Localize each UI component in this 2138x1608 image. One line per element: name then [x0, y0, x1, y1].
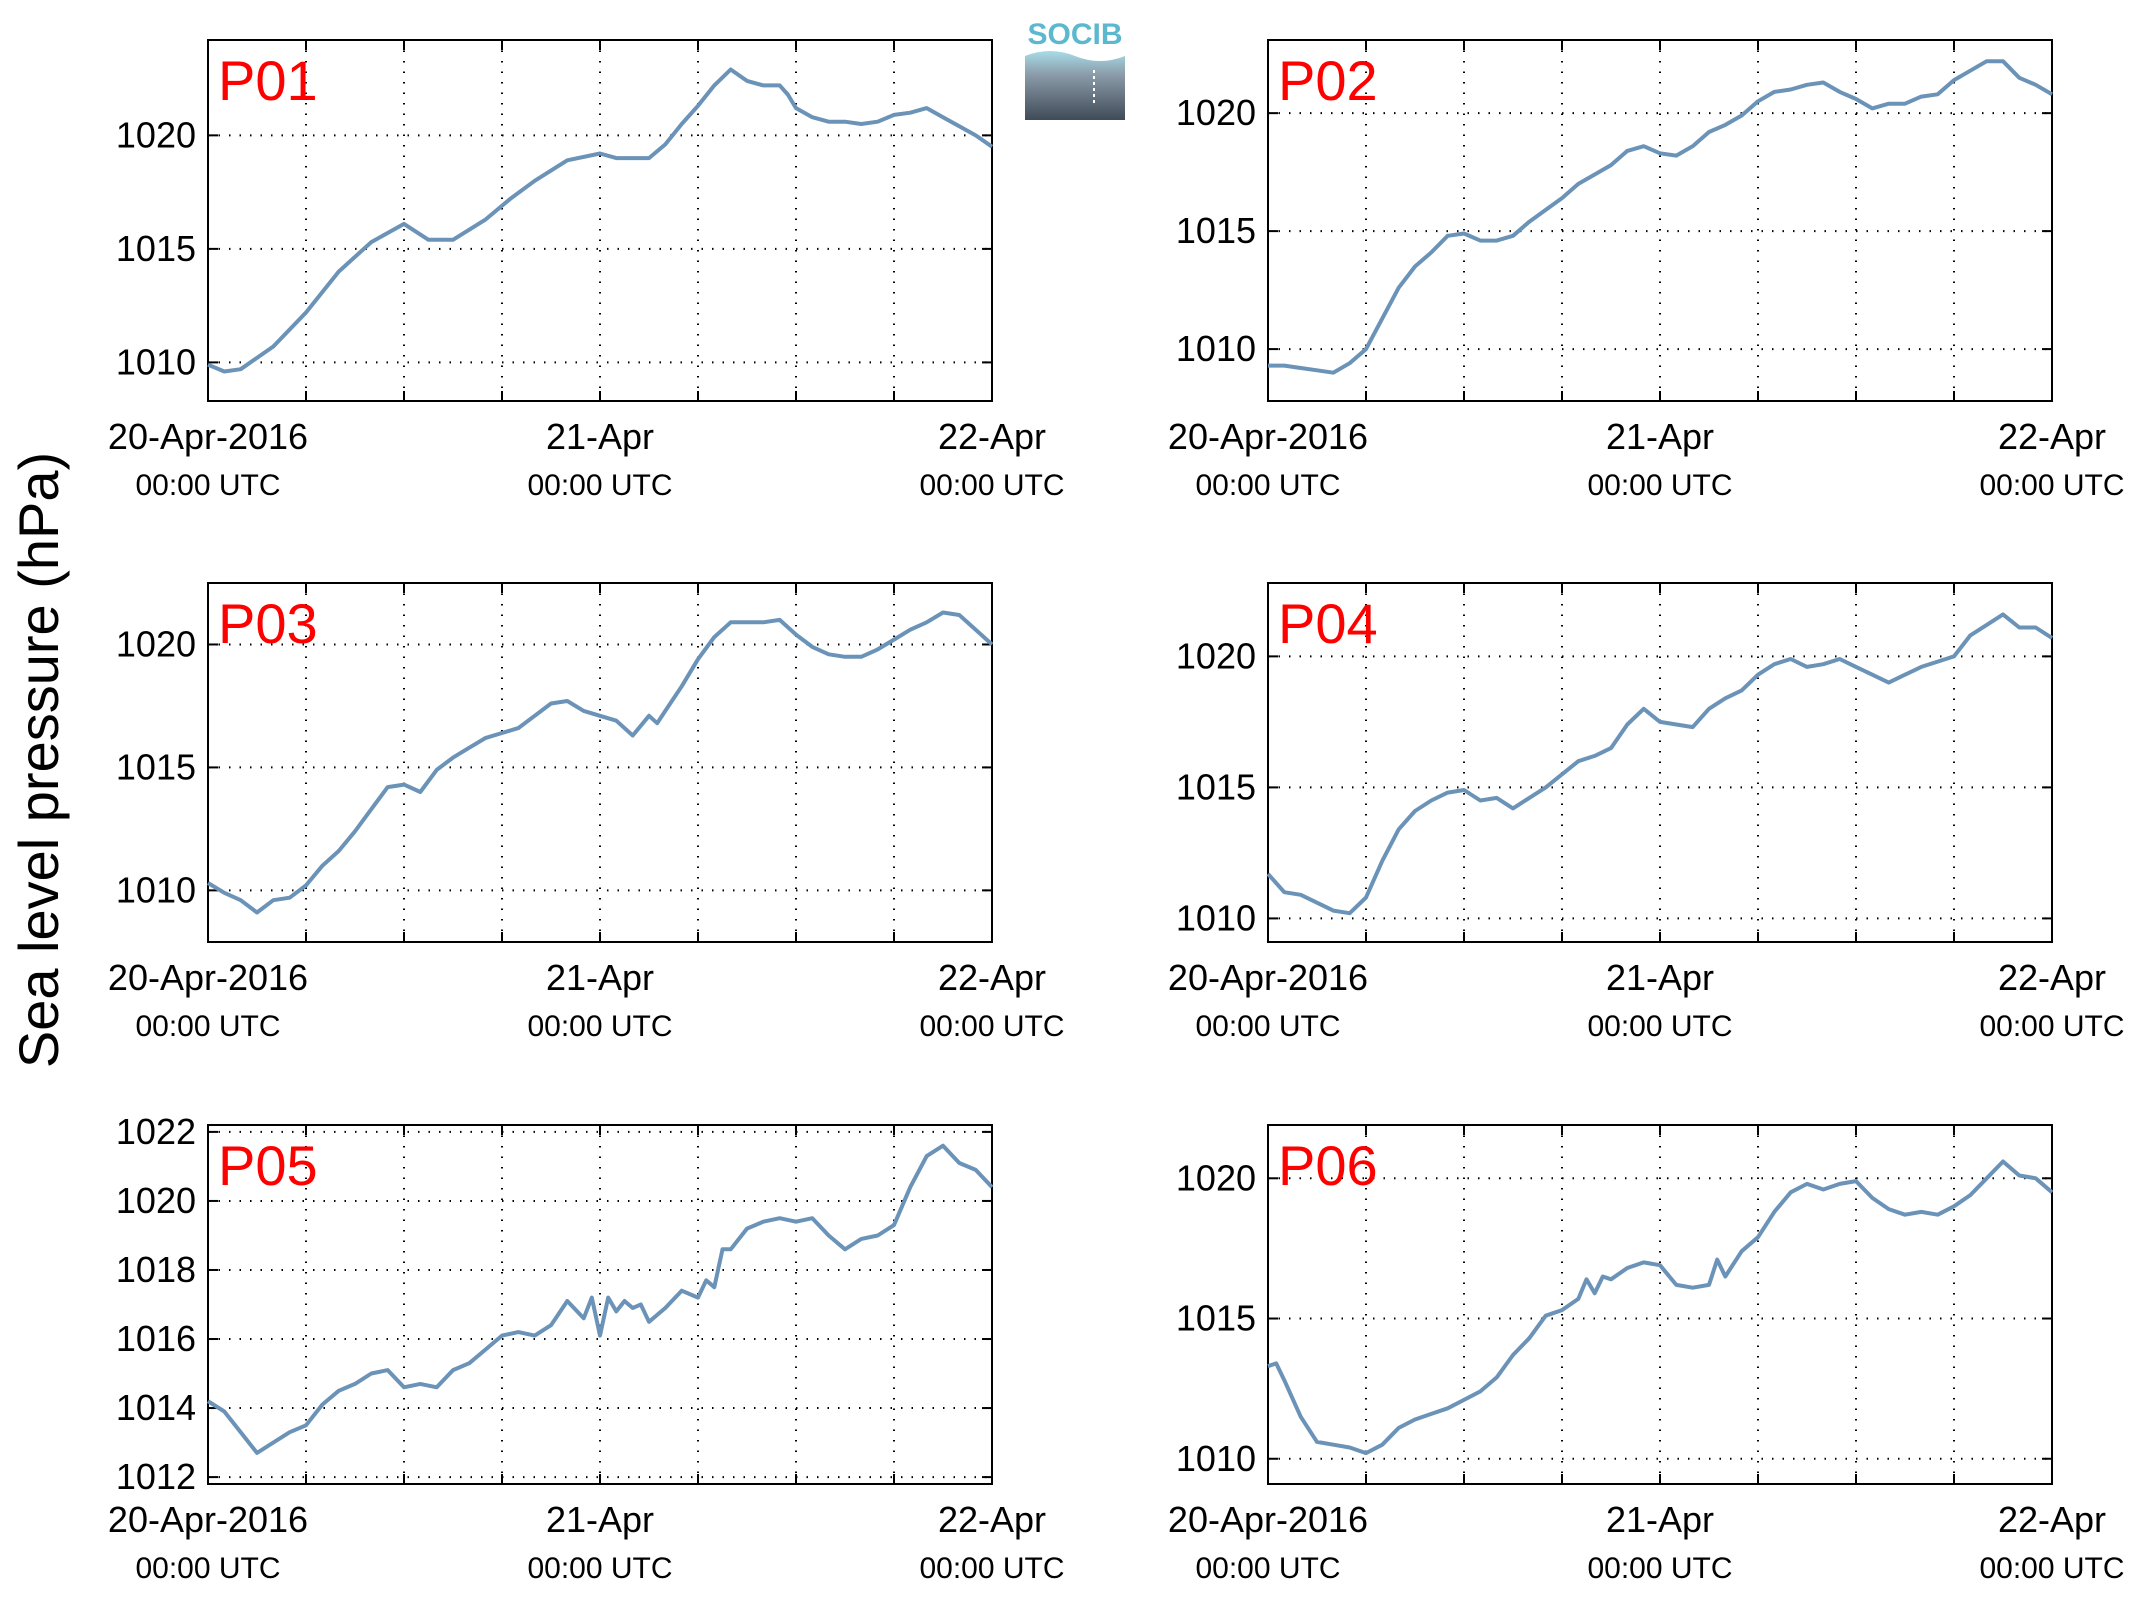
x-tick-label: 20-Apr-2016: [108, 1499, 308, 1540]
y-tick-label: 1015: [1176, 210, 1256, 251]
chart-p02: 1010 1015 1020 20-Apr-2016 00:00 UTC 21-Apr 00…: [1168, 39, 2125, 502]
x-tick-sublabel: 00:00 UTC: [1195, 1552, 1340, 1585]
x-tick-sublabel: 00:00 UTC: [1587, 1010, 1732, 1043]
chart-p04: 1010 1015 1020 20-Apr-2016 00:00 UTC 21-Apr 00…: [1168, 582, 2125, 1043]
y-tick-label: 1018: [116, 1249, 196, 1290]
x-tick-sublabel: 00:00 UTC: [527, 1552, 672, 1585]
panel-label: P06: [1278, 1134, 1378, 1197]
y-axis-label: Sea level pressure (hPa): [7, 452, 70, 1068]
x-tick-label: 20-Apr-2016: [1168, 957, 1368, 998]
y-tick-label: 1016: [116, 1318, 196, 1359]
y-tick-label: 1020: [116, 114, 196, 155]
y-tick-label: 1015: [1176, 1298, 1256, 1339]
series-line: [206, 610, 994, 915]
panel-label: P03: [218, 592, 318, 655]
x-tick-label: 21-Apr: [546, 1499, 654, 1540]
x-tick-label: 22-Apr: [1998, 416, 2106, 457]
socib-logo-wave: [1025, 51, 1125, 120]
series-line: [206, 1143, 994, 1455]
y-tick-label: 1020: [116, 1180, 196, 1221]
x-tick-label: 20-Apr-2016: [1168, 1499, 1368, 1540]
x-tick-sublabel: 00:00 UTC: [1979, 469, 2124, 502]
y-tick-label: 1010: [1176, 328, 1256, 369]
axes-frame: [207, 39, 993, 402]
x-tick-label: 22-Apr: [1998, 1499, 2106, 1540]
y-tick-label: 1010: [1176, 1438, 1256, 1479]
x-tick-sublabel: 00:00 UTC: [527, 1010, 672, 1043]
socib-logo: SOCIB: [1025, 18, 1125, 120]
x-tick-label: 21-Apr: [546, 416, 654, 457]
series-line: [207, 67, 994, 374]
y-tick-label: 1014: [116, 1387, 196, 1428]
x-tick-sublabel: 00:00 UTC: [527, 469, 672, 502]
chart-p06: 1010 1015 1020 20-Apr-2016 00:00 UTC 21-Apr 00…: [1168, 1124, 2125, 1585]
x-tick-label: 20-Apr-2016: [108, 957, 308, 998]
x-tick-sublabel: 00:00 UTC: [135, 1552, 280, 1585]
x-tick-sublabel: 00:00 UTC: [1587, 469, 1732, 502]
y-tick-label: 1010: [116, 341, 196, 382]
y-tick-label: 1020: [116, 623, 196, 664]
x-tick-label: 22-Apr: [938, 957, 1046, 998]
x-tick-label: 21-Apr: [1606, 416, 1714, 457]
y-tick-label: 1010: [1176, 897, 1256, 938]
y-tick-label: 1020: [1176, 92, 1256, 133]
series-line: [1266, 612, 2054, 916]
x-tick-label: 22-Apr: [938, 416, 1046, 457]
x-tick-sublabel: 00:00 UTC: [1195, 469, 1340, 502]
chart-p03: 1010 1015 1020 20-Apr-2016 00:00 UTC 21-Apr 00…: [108, 582, 1065, 1043]
series-line: [1267, 1159, 2054, 1456]
x-tick-sublabel: 00:00 UTC: [135, 469, 280, 502]
x-tick-sublabel: 00:00 UTC: [919, 1010, 1064, 1043]
y-tick-label: 1015: [116, 746, 196, 787]
x-tick-label: 21-Apr: [546, 957, 654, 998]
panel-label: P02: [1278, 49, 1378, 112]
x-tick-label: 21-Apr: [1606, 1499, 1714, 1540]
chart-p01: 1010 1015 1020 20-Apr-2016 00:00 UTC 21-Apr 00…: [108, 39, 1065, 502]
series-line: [1268, 59, 2054, 375]
x-tick-label: 21-Apr: [1606, 957, 1714, 998]
y-tick-label: 1010: [116, 869, 196, 910]
x-tick-label: 22-Apr: [1998, 957, 2106, 998]
y-tick-label: 1020: [1176, 1157, 1256, 1198]
x-tick-sublabel: 00:00 UTC: [919, 469, 1064, 502]
chart-p05: 1012 1014 1016 1018 1020 1022 20-Apr-2016 00:00…: [108, 1111, 1065, 1585]
y-tick-label: 1015: [1176, 766, 1256, 807]
panel-label: P01: [218, 49, 318, 112]
x-tick-label: 20-Apr-2016: [1168, 416, 1368, 457]
x-tick-sublabel: 00:00 UTC: [1979, 1010, 2124, 1043]
y-tick-label: 1015: [116, 228, 196, 269]
x-tick-sublabel: 00:00 UTC: [1195, 1010, 1340, 1043]
x-tick-label: 22-Apr: [938, 1499, 1046, 1540]
y-tick-label: 1012: [116, 1456, 196, 1497]
socib-logo-text: SOCIB: [1027, 18, 1122, 51]
panel-label: P05: [218, 1134, 318, 1197]
x-tick-sublabel: 00:00 UTC: [135, 1010, 280, 1043]
y-tick-label: 1022: [116, 1111, 196, 1152]
x-tick-label: 20-Apr-2016: [108, 416, 308, 457]
y-tick-label: 1020: [1176, 635, 1256, 676]
panel-label: P04: [1278, 592, 1378, 655]
x-tick-sublabel: 00:00 UTC: [1587, 1552, 1732, 1585]
x-tick-sublabel: 00:00 UTC: [919, 1552, 1064, 1585]
x-tick-sublabel: 00:00 UTC: [1979, 1552, 2124, 1585]
